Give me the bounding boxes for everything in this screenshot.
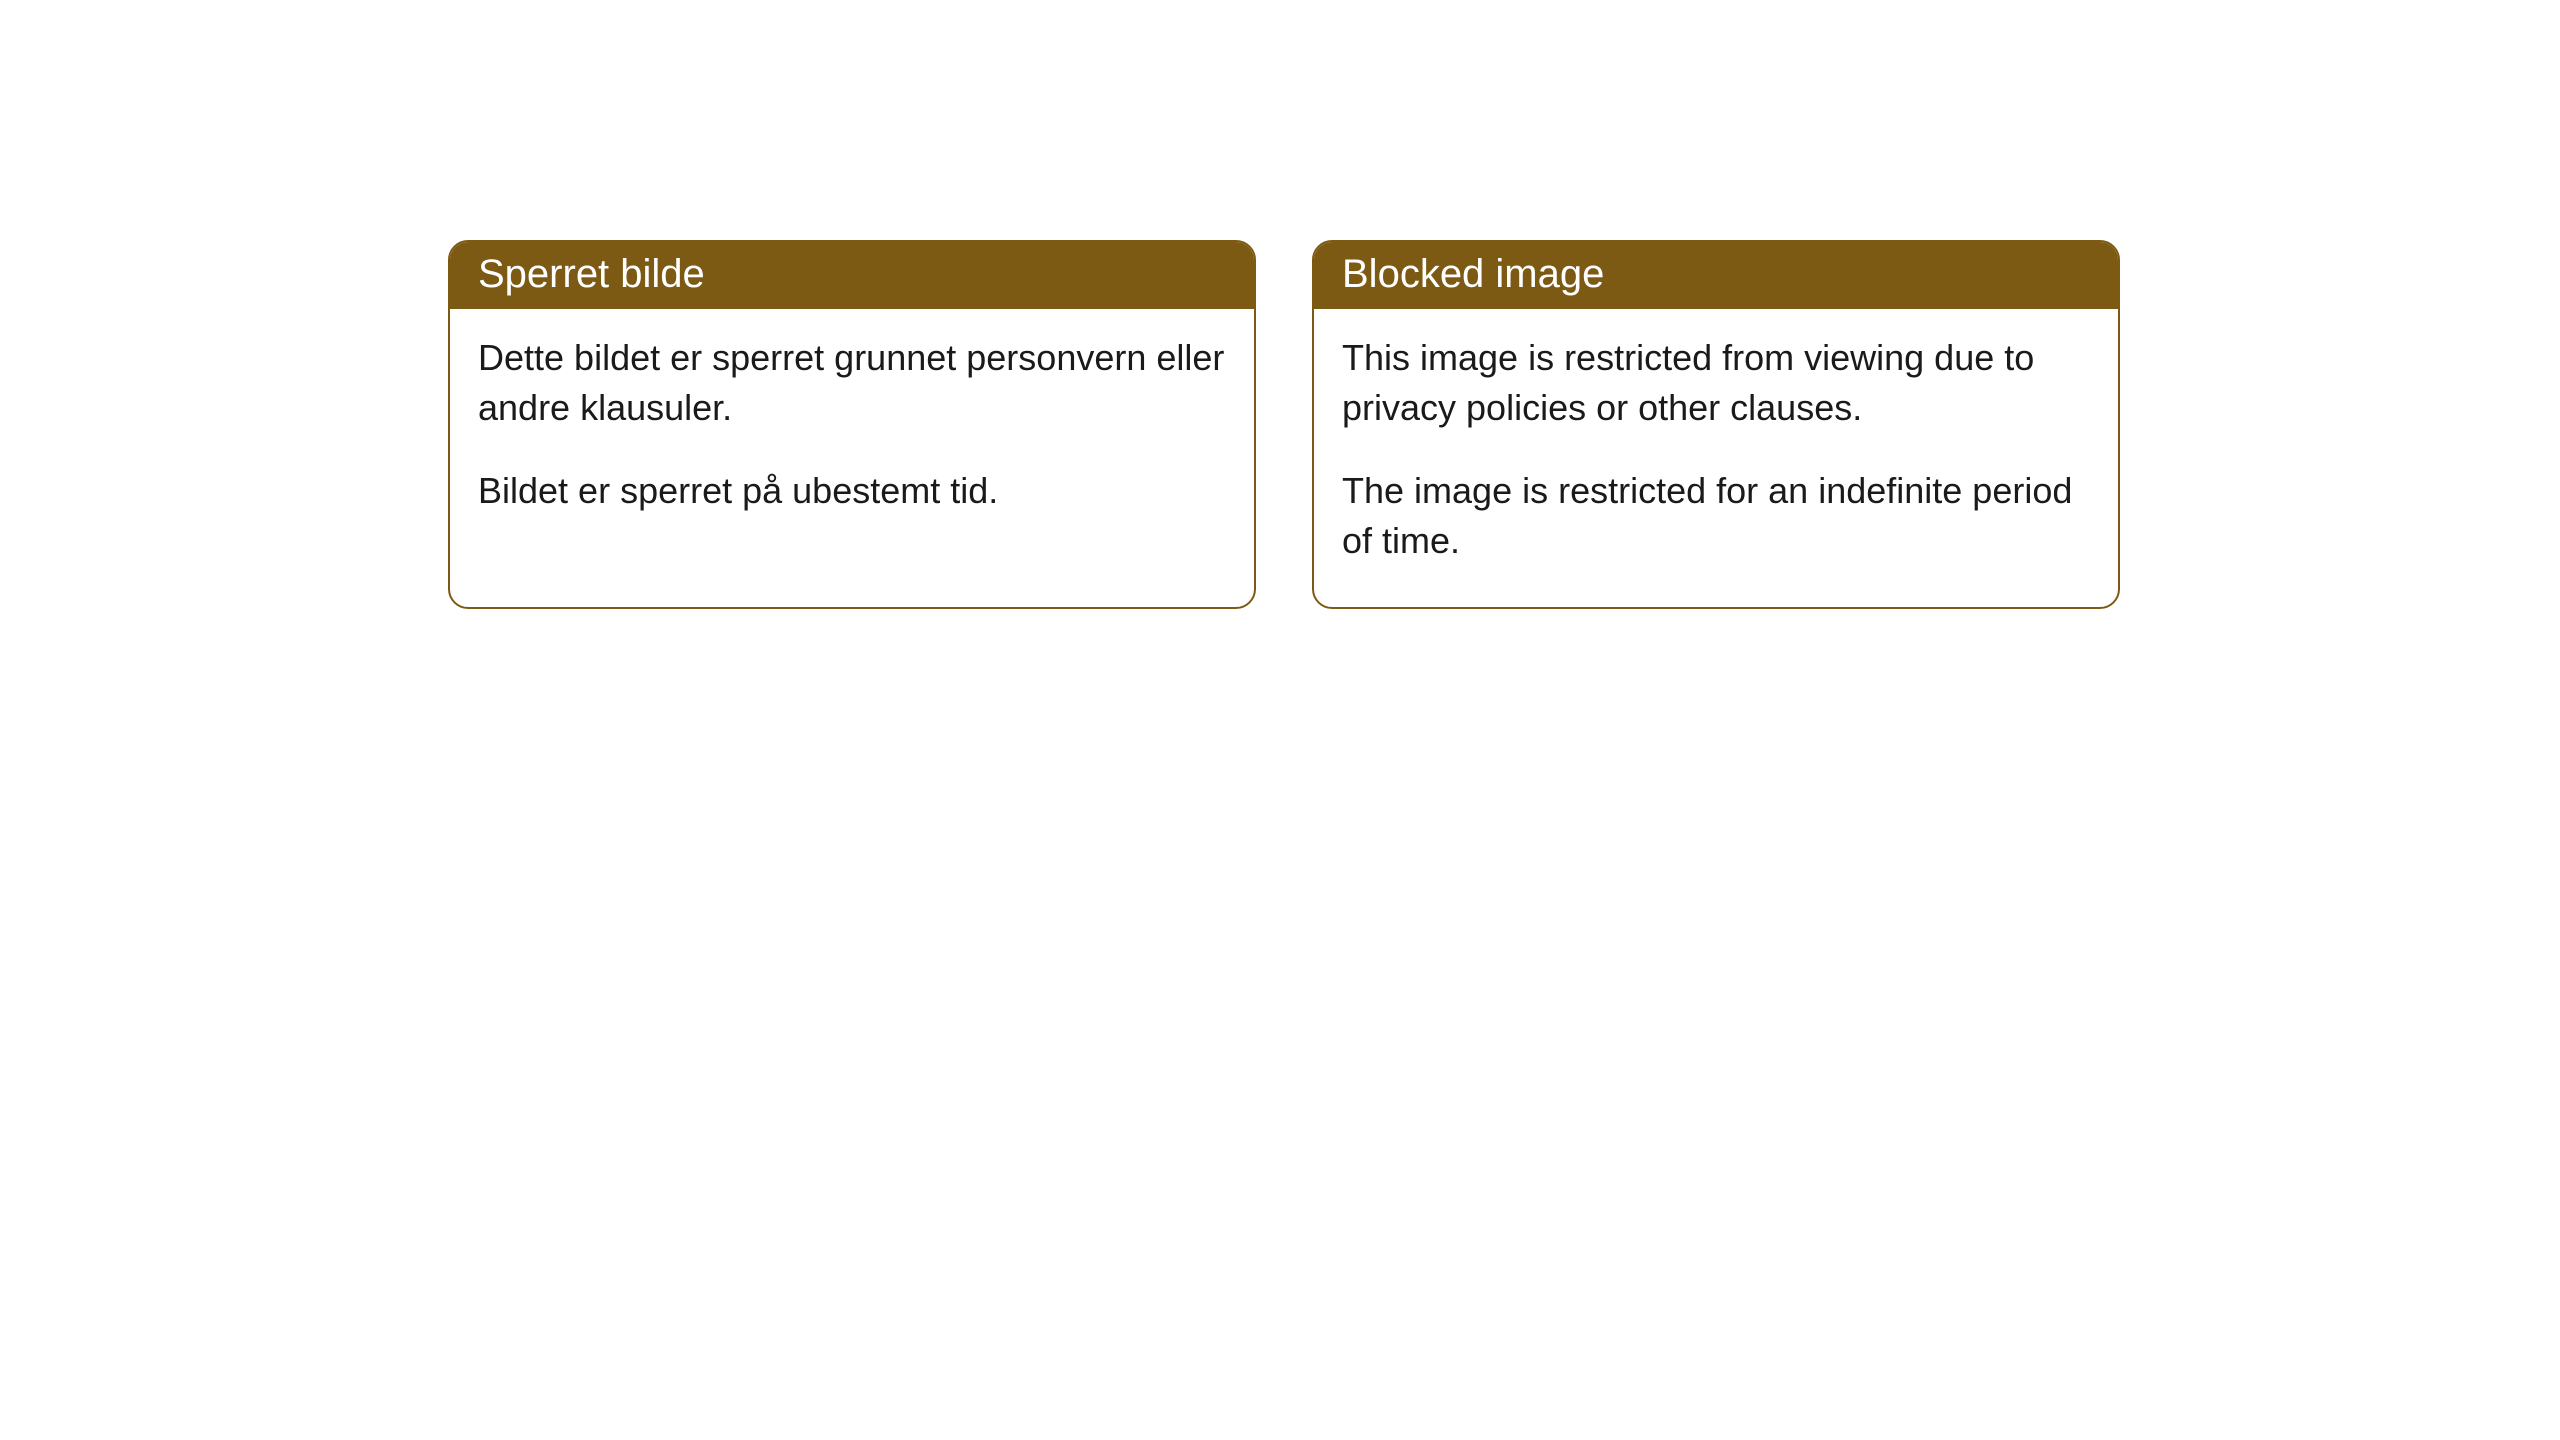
- card-paragraph: Dette bildet er sperret grunnet personve…: [478, 333, 1226, 434]
- card-body: This image is restricted from viewing du…: [1314, 309, 2118, 607]
- notice-container: Sperret bilde Dette bildet er sperret gr…: [448, 240, 2120, 609]
- card-header: Blocked image: [1314, 242, 2118, 309]
- notice-card-norwegian: Sperret bilde Dette bildet er sperret gr…: [448, 240, 1256, 609]
- card-paragraph: This image is restricted from viewing du…: [1342, 333, 2090, 434]
- notice-card-english: Blocked image This image is restricted f…: [1312, 240, 2120, 609]
- card-title: Blocked image: [1342, 252, 1604, 296]
- card-header: Sperret bilde: [450, 242, 1254, 309]
- card-body: Dette bildet er sperret grunnet personve…: [450, 309, 1254, 556]
- card-paragraph: Bildet er sperret på ubestemt tid.: [478, 466, 1226, 516]
- card-title: Sperret bilde: [478, 252, 705, 296]
- card-paragraph: The image is restricted for an indefinit…: [1342, 466, 2090, 567]
